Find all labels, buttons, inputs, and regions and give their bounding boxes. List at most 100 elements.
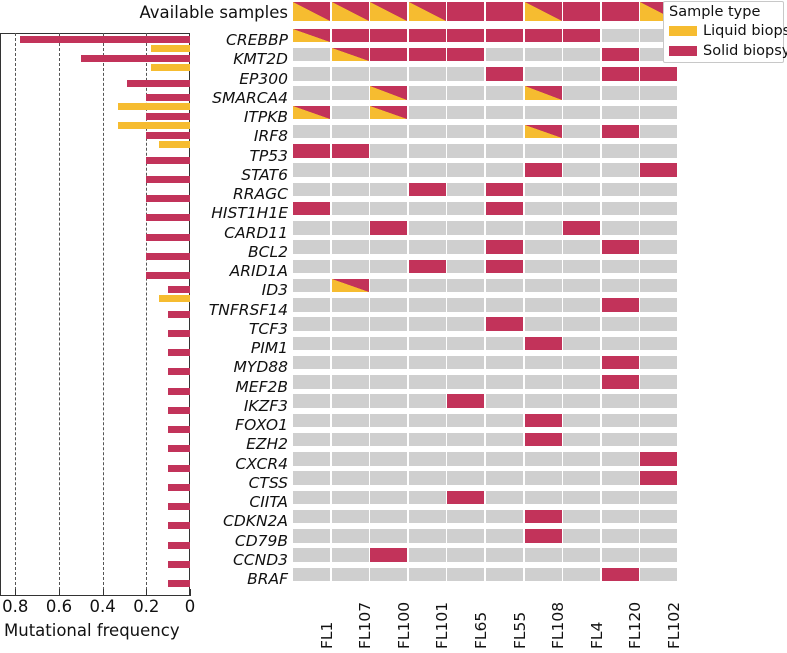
matrix-cell-PIM1-FL55[interactable] — [486, 336, 523, 350]
matrix-cell-CIITA-FL4[interactable] — [563, 490, 601, 504]
matrix-cell-TNFRSF14-FL55[interactable] — [486, 298, 523, 312]
matrix-cell-CTSS-FL101[interactable] — [408, 471, 446, 485]
matrix-cell-ITPKB-FL101[interactable] — [408, 105, 446, 119]
matrix-cell-IRF8-FL107[interactable] — [331, 124, 369, 139]
matrix-cell-TNFRSF14-FL102[interactable] — [640, 298, 678, 312]
matrix-cell-MYD88-FL100[interactable] — [370, 355, 408, 370]
matrix-cell-CDKN2A-FL101[interactable] — [408, 509, 446, 524]
matrix-cell-HIST1H1E-FL108[interactable] — [524, 201, 562, 216]
matrix-cell-IRF8-FL108[interactable] — [524, 124, 562, 139]
matrix-cell-CCND3-FL108[interactable] — [524, 548, 562, 562]
matrix-cell-HIST1H1E-FL1[interactable] — [293, 201, 330, 216]
matrix-cell-CCND3-FL55[interactable] — [486, 548, 523, 562]
matrix-cell-ID3-FL4[interactable] — [563, 278, 601, 293]
matrix-cell-HIST1H1E-FL100[interactable] — [370, 201, 408, 216]
matrix-cell-SMARCA4-FL4[interactable] — [563, 86, 601, 100]
matrix-cell-CTSS-FL65[interactable] — [447, 471, 485, 485]
matrix-cell-MYD88-FL120[interactable] — [601, 355, 639, 370]
matrix-cell-TCF3-FL1[interactable] — [293, 317, 330, 331]
matrix-cell-CDKN2A-FL108[interactable] — [524, 509, 562, 524]
matrix-cell-CARD11-FL102[interactable] — [640, 221, 678, 235]
matrix-cell-CCND3-FL65[interactable] — [447, 548, 485, 562]
matrix-cell-TCF3-FL101[interactable] — [408, 317, 446, 331]
matrix-cell-TP53-FL4[interactable] — [563, 144, 601, 158]
matrix-cell-STAT6-FL108[interactable] — [524, 163, 562, 177]
matrix-cell-TP53-FL120[interactable] — [601, 144, 639, 158]
matrix-cell-BCL2-FL120[interactable] — [601, 240, 639, 254]
matrix-cell-HIST1H1E-FL102[interactable] — [640, 201, 678, 216]
matrix-cell-CREBBP-FL107[interactable] — [331, 28, 369, 42]
matrix-cell-CD79B-FL101[interactable] — [408, 529, 446, 543]
matrix-cell-FOXO1-FL4[interactable] — [563, 413, 601, 427]
matrix-cell-HIST1H1E-FL55[interactable] — [486, 201, 523, 216]
matrix-cell-CXCR4-FL107[interactable] — [331, 452, 369, 466]
matrix-cell-IRF8-FL101[interactable] — [408, 124, 446, 139]
matrix-cell-CD79B-FL55[interactable] — [486, 529, 523, 543]
matrix-cell-MEF2B-FL101[interactable] — [408, 375, 446, 389]
matrix-cell-EP300-FL102[interactable] — [640, 67, 678, 81]
matrix-cell-EZH2-FL101[interactable] — [408, 432, 446, 447]
matrix-cell-BCL2-FL100[interactable] — [370, 240, 408, 254]
matrix-cell-CIITA-FL108[interactable] — [524, 490, 562, 504]
matrix-cell-SMARCA4-FL101[interactable] — [408, 86, 446, 100]
matrix-cell-KMT2D-FL4[interactable] — [563, 47, 601, 62]
matrix-cell-IKZF3-FL102[interactable] — [640, 394, 678, 408]
matrix-cell-ARID1A-FL65[interactable] — [447, 259, 485, 273]
matrix-cell-EP300-FL120[interactable] — [601, 67, 639, 81]
matrix-cell-BCL2-FL1[interactable] — [293, 240, 330, 254]
matrix-cell-CXCR4-FL100[interactable] — [370, 452, 408, 466]
matrix-cell-CCND3-FL100[interactable] — [370, 548, 408, 562]
matrix-cell-RRAGC-FL120[interactable] — [601, 182, 639, 196]
available-sample-cell-FL55[interactable] — [486, 2, 523, 21]
matrix-cell-EP300-FL1[interactable] — [293, 67, 330, 81]
matrix-cell-KMT2D-FL100[interactable] — [370, 47, 408, 62]
matrix-cell-ID3-FL1[interactable] — [293, 278, 330, 293]
matrix-cell-CREBBP-FL101[interactable] — [408, 28, 446, 42]
matrix-cell-CD79B-FL107[interactable] — [331, 529, 369, 543]
matrix-cell-KMT2D-FL107[interactable] — [331, 47, 369, 62]
matrix-cell-TNFRSF14-FL101[interactable] — [408, 298, 446, 312]
matrix-cell-CIITA-FL107[interactable] — [331, 490, 369, 504]
matrix-cell-STAT6-FL4[interactable] — [563, 163, 601, 177]
matrix-cell-CIITA-FL55[interactable] — [486, 490, 523, 504]
matrix-cell-IRF8-FL120[interactable] — [601, 124, 639, 139]
matrix-cell-TNFRSF14-FL100[interactable] — [370, 298, 408, 312]
matrix-cell-EZH2-FL100[interactable] — [370, 432, 408, 447]
matrix-cell-SMARCA4-FL1[interactable] — [293, 86, 330, 100]
matrix-cell-MYD88-FL4[interactable] — [563, 355, 601, 370]
matrix-cell-CREBBP-FL55[interactable] — [486, 28, 523, 42]
matrix-cell-TNFRSF14-FL107[interactable] — [331, 298, 369, 312]
matrix-cell-BRAF-FL100[interactable] — [370, 567, 408, 581]
matrix-cell-RRAGC-FL55[interactable] — [486, 182, 523, 196]
matrix-cell-IRF8-FL100[interactable] — [370, 124, 408, 139]
available-sample-cell-FL120[interactable] — [601, 2, 639, 21]
matrix-cell-FOXO1-FL102[interactable] — [640, 413, 678, 427]
matrix-cell-TCF3-FL65[interactable] — [447, 317, 485, 331]
matrix-cell-HIST1H1E-FL65[interactable] — [447, 201, 485, 216]
matrix-cell-TCF3-FL4[interactable] — [563, 317, 601, 331]
matrix-cell-ID3-FL108[interactable] — [524, 278, 562, 293]
matrix-cell-EZH2-FL55[interactable] — [486, 432, 523, 447]
available-sample-cell-FL65[interactable] — [447, 2, 485, 21]
matrix-cell-PIM1-FL4[interactable] — [563, 336, 601, 350]
matrix-cell-RRAGC-FL1[interactable] — [293, 182, 330, 196]
matrix-cell-STAT6-FL100[interactable] — [370, 163, 408, 177]
matrix-cell-CREBBP-FL100[interactable] — [370, 28, 408, 42]
matrix-cell-TP53-FL100[interactable] — [370, 144, 408, 158]
matrix-cell-CTSS-FL55[interactable] — [486, 471, 523, 485]
matrix-cell-BRAF-FL4[interactable] — [563, 567, 601, 581]
matrix-cell-MYD88-FL101[interactable] — [408, 355, 446, 370]
matrix-cell-FOXO1-FL107[interactable] — [331, 413, 369, 427]
matrix-cell-CARD11-FL65[interactable] — [447, 221, 485, 235]
matrix-cell-IKZF3-FL108[interactable] — [524, 394, 562, 408]
available-sample-cell-FL108[interactable] — [524, 2, 562, 21]
matrix-cell-IKZF3-FL100[interactable] — [370, 394, 408, 408]
matrix-cell-PIM1-FL102[interactable] — [640, 336, 678, 350]
matrix-cell-PIM1-FL108[interactable] — [524, 336, 562, 350]
matrix-cell-EZH2-FL107[interactable] — [331, 432, 369, 447]
matrix-cell-EZH2-FL108[interactable] — [524, 432, 562, 447]
matrix-cell-ITPKB-FL4[interactable] — [563, 105, 601, 119]
matrix-cell-CD79B-FL100[interactable] — [370, 529, 408, 543]
matrix-cell-MYD88-FL1[interactable] — [293, 355, 330, 370]
matrix-cell-FOXO1-FL1[interactable] — [293, 413, 330, 427]
